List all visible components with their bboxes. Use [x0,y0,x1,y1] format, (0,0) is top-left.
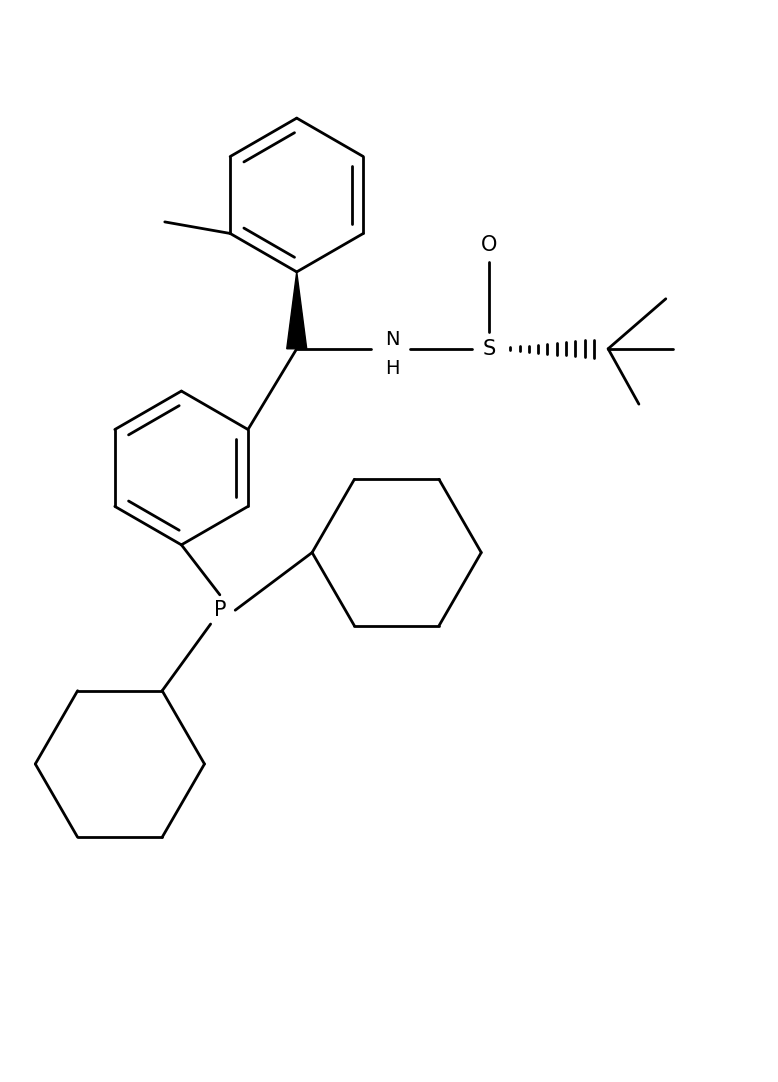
Text: N: N [386,330,400,349]
Polygon shape [287,272,307,348]
Text: P: P [214,601,226,620]
Text: H: H [386,358,400,378]
Text: S: S [482,339,496,359]
Text: O: O [481,235,497,255]
